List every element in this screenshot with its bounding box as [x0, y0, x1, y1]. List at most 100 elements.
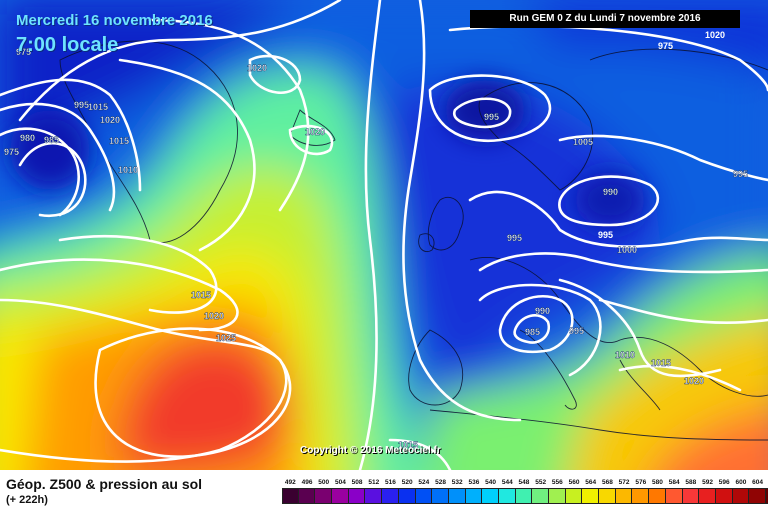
legend-swatch: [582, 488, 600, 504]
legend-swatch: [465, 488, 483, 504]
legend-cell: 600: [732, 478, 750, 504]
isobars: [0, 0, 768, 470]
legend-swatch: [565, 488, 583, 504]
legend-cell: 572: [615, 478, 633, 504]
isobar-label: 1020: [247, 63, 267, 73]
legend-cell: 536: [465, 478, 483, 504]
legend-swatch: [448, 488, 466, 504]
isobar-labels: 1020 995 1015 1020 990 995 1010 1015 101…: [4, 47, 748, 450]
legend-cell: 560: [565, 478, 583, 504]
isobar-label: 1015: [88, 102, 108, 112]
legend-cell: 568: [599, 478, 616, 504]
isobar-label: 985: [44, 135, 59, 145]
legend-value: 492: [284, 479, 296, 486]
geopotential-field: [0, 0, 768, 470]
legend-swatch: [532, 488, 549, 504]
legend-swatch: [682, 488, 700, 504]
isobar-label: 1015: [398, 440, 418, 450]
legend-value: 536: [468, 479, 480, 486]
legend-value: 528: [435, 479, 446, 486]
isobar-label: 1010: [118, 165, 138, 175]
legend-value: 544: [501, 479, 513, 486]
isobar-label: 1000: [617, 245, 637, 255]
legend-value: 524: [418, 479, 430, 486]
z500-pressure-map: 1020 995 1015 1020 990 995 1010 1015 101…: [0, 0, 768, 470]
legend-cell: 584: [665, 478, 683, 504]
isobar-label: 1010: [615, 350, 635, 360]
legend-cell: 576: [632, 478, 650, 504]
legend-swatch: [665, 488, 683, 504]
legend-cell: 520: [398, 478, 416, 504]
legend-value: 500: [318, 479, 330, 486]
legend-swatch: [649, 488, 666, 504]
legend-value: 508: [351, 479, 363, 486]
legend-value: 532: [451, 479, 463, 486]
legend-value: 548: [518, 479, 530, 486]
legend-value: 596: [718, 479, 730, 486]
legend-swatch: [348, 488, 366, 504]
legend-swatch: [398, 488, 416, 504]
legend-swatch: [715, 488, 733, 504]
isobar-label: 995: [569, 326, 584, 336]
legend-swatch: [549, 488, 566, 504]
legend-swatch: [332, 488, 349, 504]
legend-cell: 556: [549, 478, 566, 504]
isobar-label: 980: [20, 133, 35, 143]
legend-value: 568: [601, 479, 613, 486]
isobar-label: 1020: [204, 311, 224, 321]
legend-value: 600: [735, 479, 747, 486]
legend-value: 580: [652, 479, 663, 486]
legend-swatch: [365, 488, 383, 504]
legend-swatch: [699, 488, 716, 504]
isobar-label: 985: [525, 327, 540, 337]
forecast-time: 7:00 locale: [16, 34, 119, 56]
model-run-banner: Run GEM 0 Z du Lundi 7 novembre 2016: [470, 10, 740, 28]
isobar-label: 975: [16, 47, 31, 57]
legend-cell: 492: [282, 478, 299, 504]
isobar-label: 995: [598, 230, 613, 240]
isobar-label: 995: [484, 112, 499, 122]
legend-swatch: [599, 488, 616, 504]
legend-swatch: [765, 488, 768, 504]
isobar-label: 1020: [100, 115, 120, 125]
map-title: Géop. Z500 & pression au sol: [6, 476, 203, 492]
legend-cell: 496: [298, 478, 316, 504]
isobar-label: 1025: [216, 333, 236, 343]
isobar-label: 990: [535, 306, 550, 316]
legend-swatch: [615, 488, 633, 504]
isobar-label: 1005: [573, 137, 593, 147]
legend-cell: 592: [699, 478, 716, 504]
isobar-label: 1015: [109, 136, 129, 146]
legend-cell: 540: [482, 478, 499, 504]
legend-value: 556: [551, 479, 563, 486]
legend-value: 512: [368, 479, 380, 486]
isobar-label: 995: [733, 169, 748, 179]
legend-swatch: [482, 488, 499, 504]
legend-swatch: [749, 488, 766, 504]
isobar-label: 1020: [305, 127, 325, 137]
legend-swatch: [732, 488, 750, 504]
legend-swatch: [298, 488, 316, 504]
legend-swatch: [282, 488, 299, 504]
legend-value: 604: [752, 479, 764, 486]
legend-value: 540: [485, 479, 497, 486]
legend-cell: 580: [649, 478, 666, 504]
legend-swatch: [498, 488, 516, 504]
legend-cell: 596: [715, 478, 733, 504]
legend-cell: 504: [332, 478, 349, 504]
color-scale: 492 496 500 504 508 512 516 520 524 528 532 536 540 5…: [282, 478, 768, 504]
legend-cell: 564: [582, 478, 600, 504]
legend-value: 588: [685, 479, 697, 486]
legend-value: 560: [568, 479, 580, 486]
isobar-labels-extra: 975 1020 995: [598, 30, 725, 240]
legend-cell: 532: [448, 478, 466, 504]
isobar-label: 990: [603, 187, 618, 197]
legend-cell: 588: [682, 478, 700, 504]
legend-value: 552: [535, 479, 547, 486]
legend-value: 576: [635, 479, 647, 486]
legend-swatch: [432, 488, 449, 504]
legend-swatch: [415, 488, 433, 504]
legend-cell: 528: [432, 478, 449, 504]
legend-cell: 548: [515, 478, 533, 504]
